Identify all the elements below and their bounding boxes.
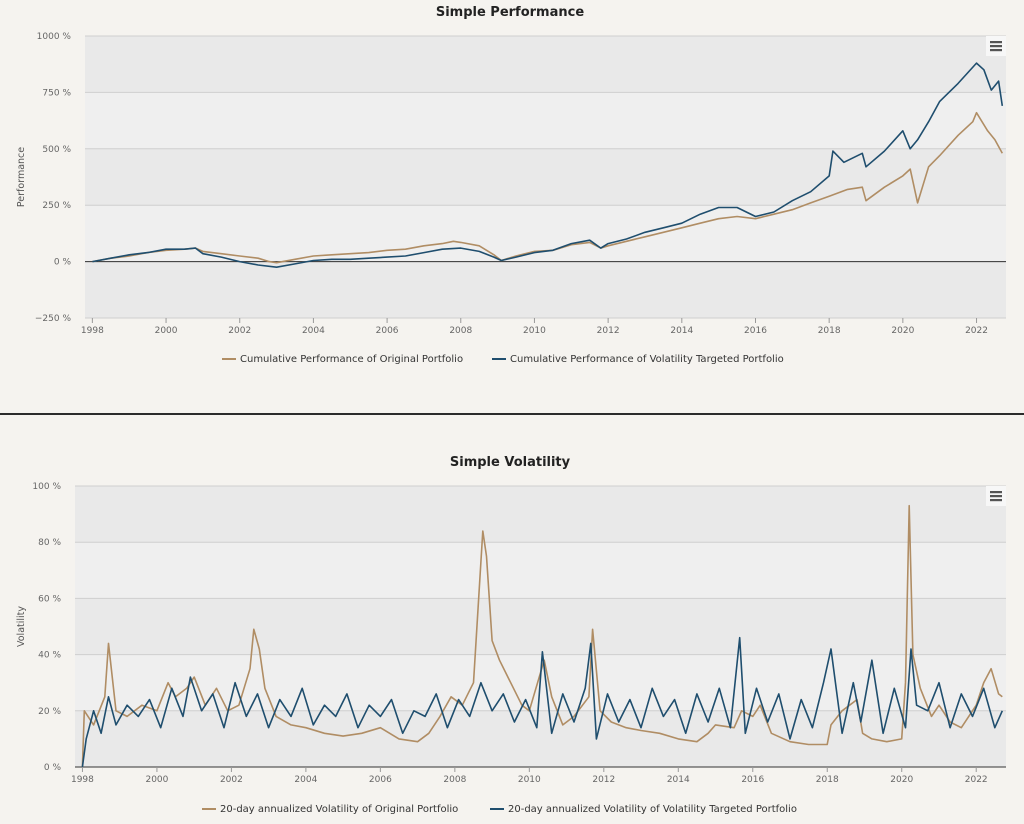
y-tick-label: 500 %: [42, 145, 71, 155]
series-line-targeted[interactable]: [92, 62, 1004, 269]
volatility-menu-button[interactable]: [986, 486, 1006, 506]
x-tick-label: 2008: [443, 775, 466, 785]
x-tick-label: 2012: [597, 326, 620, 336]
plot-band: [75, 542, 1006, 599]
x-tick-label: 2018: [816, 775, 839, 785]
x-tick-label: 2000: [145, 775, 168, 785]
legend-label-targeted: 20-day annualized Volatility of Volatili…: [508, 804, 797, 815]
volatility-x-axis: 1998 2000 2002 2004 2006 2008 2010 2012 2014 2016…: [71, 767, 988, 785]
volatility-plot-area: 0 % 20 % 40 % 60 % 80 % 100 % 1998 2000 2002 200…: [32, 482, 1006, 785]
x-tick-label: 2020: [891, 326, 914, 336]
x-tick-label: 1998: [71, 775, 94, 785]
volatility-y-axis: 0 % 20 % 40 % 60 % 80 % 100 %: [32, 482, 61, 773]
x-tick-label: 2014: [667, 775, 690, 785]
y-tick-label: 1000 %: [37, 32, 72, 42]
performance-legend: Cumulative Performance of Original Portf…: [222, 354, 784, 365]
y-tick-label: 250 %: [42, 201, 71, 211]
performance-chart: Simple Performance −250 % 0 % 250 % 500 % 75…: [16, 5, 1006, 365]
legend-item-targeted[interactable]: Cumulative Performance of Volatility Tar…: [492, 354, 784, 365]
y-tick-label: 0 %: [44, 763, 62, 773]
x-tick-label: 2006: [369, 775, 392, 785]
series-line-original[interactable]: [81, 504, 1003, 768]
x-tick-label: 2016: [741, 775, 764, 785]
x-tick-label: 2000: [155, 326, 178, 336]
x-tick-label: 2004: [302, 326, 325, 336]
performance-plot-background: [85, 36, 1006, 318]
x-tick-label: 2004: [294, 775, 317, 785]
x-tick-label: 2002: [220, 775, 243, 785]
x-tick-label: 2016: [744, 326, 767, 336]
performance-y-axis-label: Performance: [16, 147, 27, 207]
volatility-y-axis-label: Volatility: [16, 606, 27, 647]
x-tick-label: 2006: [376, 326, 399, 336]
volatility-chart-title: Simple Volatility: [450, 455, 571, 470]
performance-menu-button[interactable]: [986, 36, 1006, 56]
section-divider: [0, 413, 1024, 415]
legend-label-original: 20-day annualized Volatility of Original…: [220, 804, 458, 815]
plot-band: [85, 205, 1006, 262]
y-tick-label: 80 %: [38, 538, 61, 548]
y-tick-label: −250 %: [35, 314, 72, 324]
performance-gridlines: [85, 35, 1006, 319]
legend-item-targeted[interactable]: 20-day annualized Volatility of Volatili…: [490, 804, 797, 815]
performance-x-axis: 1998 2000 2002 2004 2006 2008 2010 2012 2014 2016…: [81, 318, 988, 336]
legend-item-original[interactable]: 20-day annualized Volatility of Original…: [202, 804, 458, 815]
performance-plot-area: −250 % 0 % 250 % 500 % 750 % 1000 % 1998 2000 2…: [35, 32, 1006, 336]
series-line-targeted[interactable]: [81, 636, 1004, 768]
x-tick-label: 2014: [670, 326, 693, 336]
y-tick-label: 100 %: [32, 482, 61, 492]
y-tick-label: 0 %: [54, 258, 72, 268]
y-tick-label: 60 %: [38, 594, 61, 604]
x-tick-label: 2018: [818, 326, 841, 336]
performance-plot-bands: [85, 92, 1006, 262]
y-tick-label: 750 %: [42, 88, 71, 98]
x-tick-label: 2010: [523, 326, 546, 336]
performance-chart-panel: Simple Performance −250 % 0 % 250 % 500 % 75…: [0, 0, 1024, 400]
plot-band: [85, 92, 1006, 149]
y-tick-label: 20 %: [38, 707, 61, 717]
volatility-series-group: [81, 504, 1004, 768]
volatility-plot-background: [75, 486, 1006, 767]
series-line-original[interactable]: [92, 111, 1004, 264]
x-tick-label: 1998: [81, 326, 104, 336]
legend-label-targeted: Cumulative Performance of Volatility Tar…: [510, 354, 784, 365]
legend-label-original: Cumulative Performance of Original Portf…: [240, 354, 463, 365]
x-tick-label: 2022: [965, 326, 988, 336]
y-tick-label: 40 %: [38, 651, 61, 661]
x-tick-label: 2010: [518, 775, 541, 785]
volatility-chart-panel: Simple Volatility 0 % 20 % 40 % 60 % 80 % 100…: [0, 440, 1024, 820]
volatility-legend: 20-day annualized Volatility of Original…: [202, 804, 797, 815]
performance-series-group: [92, 62, 1004, 269]
performance-chart-title: Simple Performance: [436, 5, 585, 20]
x-tick-label: 2002: [228, 326, 251, 336]
hamburger-menu-icon: [990, 41, 1002, 52]
x-tick-label: 2012: [592, 775, 615, 785]
x-tick-label: 2008: [449, 326, 472, 336]
volatility-chart: Simple Volatility 0 % 20 % 40 % 60 % 80 % 100…: [16, 455, 1006, 815]
x-tick-label: 2022: [965, 775, 988, 785]
x-tick-label: 2020: [890, 775, 913, 785]
performance-y-axis: −250 % 0 % 250 % 500 % 750 % 1000 %: [35, 32, 72, 324]
legend-item-original[interactable]: Cumulative Performance of Original Portf…: [222, 354, 463, 365]
hamburger-menu-icon: [990, 491, 1002, 502]
